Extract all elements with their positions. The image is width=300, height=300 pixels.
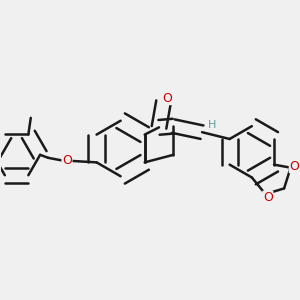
Text: H: H — [208, 120, 216, 130]
Text: O: O — [263, 191, 273, 204]
Text: O: O — [162, 92, 172, 105]
Text: O: O — [290, 160, 299, 172]
Text: O: O — [62, 154, 72, 167]
